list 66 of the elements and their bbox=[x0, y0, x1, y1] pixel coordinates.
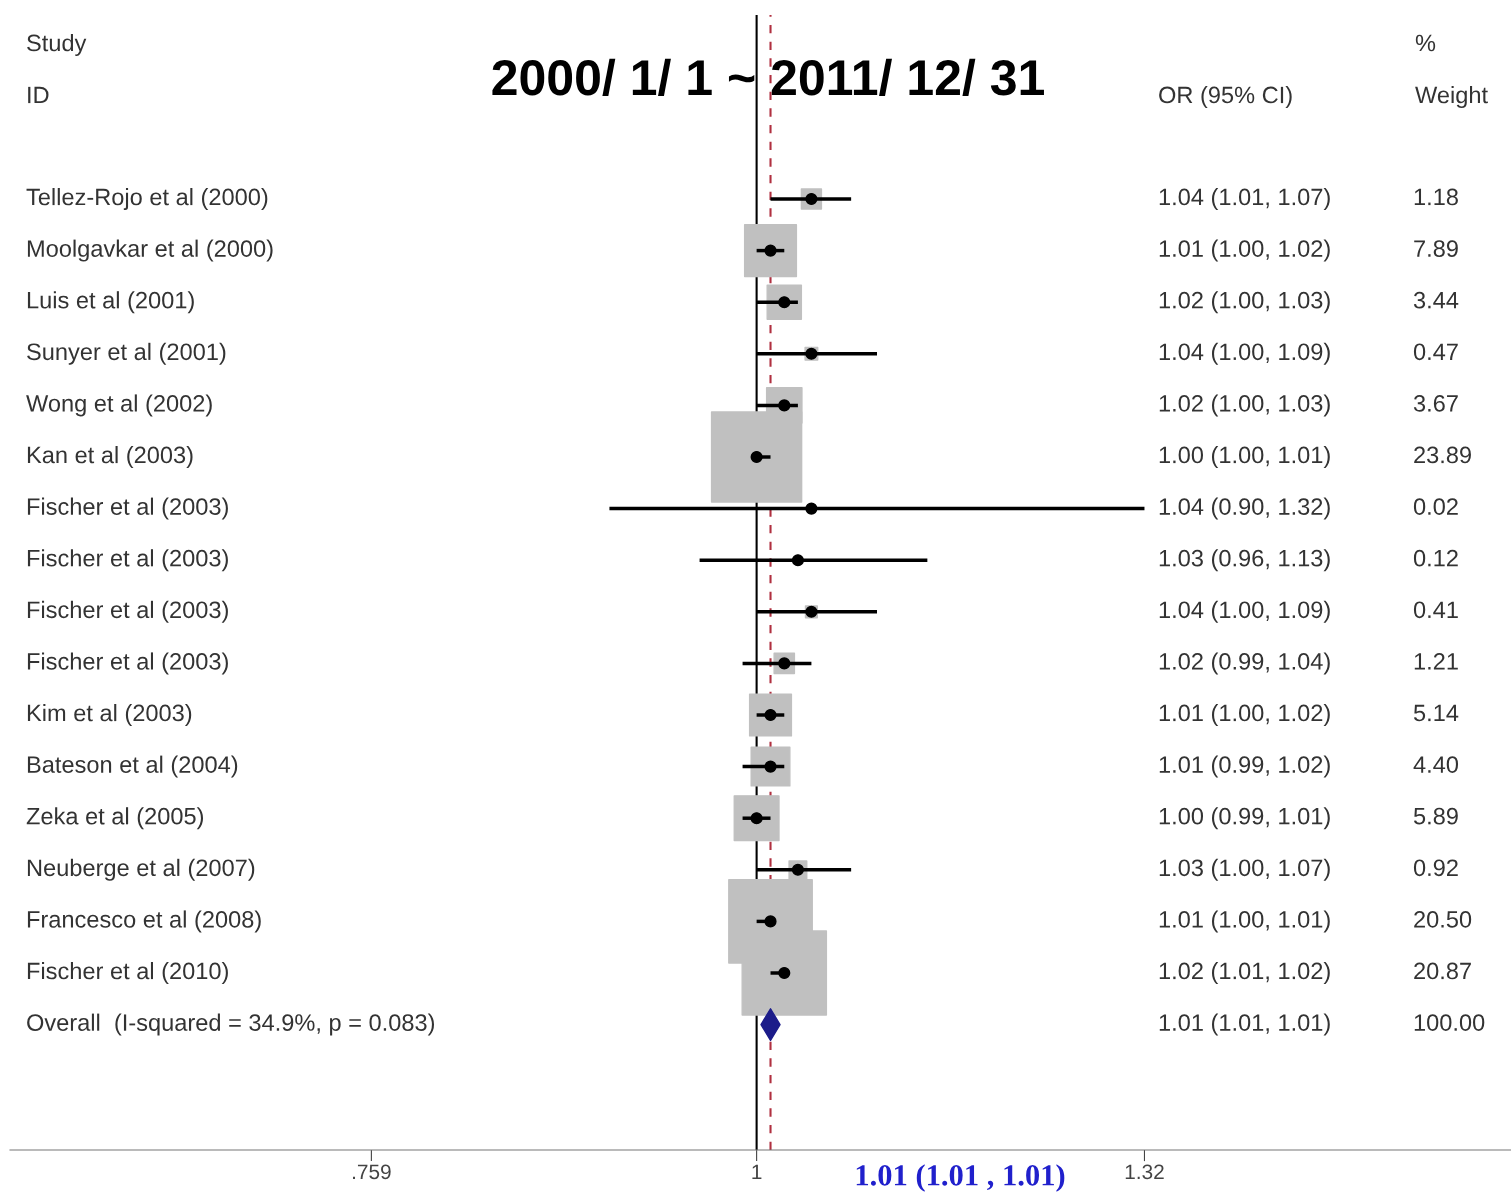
annotation: 3.44 bbox=[1413, 291, 1459, 309]
y-tick-label: Sunyer et al (2001) bbox=[27, 342, 226, 365]
annotation: 3.67 bbox=[1413, 395, 1458, 412]
annotation: 1.04 (1.01, 1.07) bbox=[1159, 188, 1330, 210]
annotation: 0.02 bbox=[1413, 498, 1458, 515]
annotation: 1.00 (1.00, 1.01) bbox=[1159, 445, 1330, 468]
y-tick-label: Fischer et al (2003) bbox=[27, 652, 228, 675]
y-tick-label: Bateson et al (2004) bbox=[27, 755, 238, 778]
text: 1.01 (1.01 , 1.01) bbox=[856, 1164, 1065, 1192]
annotation: 1.01 (0.99, 1.02) bbox=[1159, 755, 1330, 778]
text: ID bbox=[28, 86, 49, 104]
y-tick-label: Zeka et al (2005) bbox=[26, 807, 204, 830]
annotation: 1.03 (1.00, 1.07) bbox=[1159, 858, 1330, 881]
point bbox=[750, 450, 763, 464]
point bbox=[764, 244, 777, 257]
annotation: 1.00 (0.99, 1.01) bbox=[1159, 807, 1330, 830]
annotation: 0.12 bbox=[1413, 549, 1458, 567]
y-tick-label: Fischer et al (2003) bbox=[27, 497, 228, 520]
y-tick-label: Fischer et al (2003) bbox=[27, 600, 228, 623]
point bbox=[805, 502, 818, 515]
annotation: 20.50 bbox=[1414, 911, 1472, 928]
y-tick-label: Wong et al (2002) bbox=[26, 394, 212, 417]
y-tick-label: Moolgavkar et al (2000) bbox=[27, 239, 273, 262]
annotation: 1.03 (0.96, 1.13) bbox=[1159, 549, 1330, 572]
annotation: 0.47 bbox=[1413, 343, 1458, 361]
annotation: 23.89 bbox=[1414, 446, 1471, 464]
text: % bbox=[1415, 34, 1436, 52]
annotation: 1.02 (1.00, 1.03) bbox=[1159, 291, 1330, 314]
annotation: 1.01 (1.01, 1.01) bbox=[1159, 1013, 1330, 1036]
annotation: 1.01 (1.00, 1.01) bbox=[1159, 910, 1330, 933]
annotation: 5.14 bbox=[1413, 704, 1459, 722]
text: Study bbox=[27, 34, 87, 57]
y-tick-label: Luis et al (2001) bbox=[27, 291, 194, 314]
y-tick-label: Tellez-Rojo et al (2000) bbox=[26, 188, 268, 210]
y-tick-label: Fischer et al (2003) bbox=[27, 549, 228, 572]
annotation: 1.04 (0.90, 1.32) bbox=[1159, 497, 1330, 520]
x-tick-label: .759 bbox=[353, 1164, 391, 1180]
annotation: 7.89 bbox=[1414, 240, 1458, 257]
y-tick-label: Neuberge et al (2007) bbox=[27, 858, 255, 881]
point bbox=[778, 966, 791, 980]
annotation: 0.92 bbox=[1413, 859, 1458, 877]
annotation: 1.01 (1.00, 1.02) bbox=[1159, 703, 1330, 726]
y-tick-label: Kim et al (2003) bbox=[27, 703, 192, 726]
y-tick-label: Francesco et al (2008) bbox=[27, 910, 261, 933]
annotation: 0.41 bbox=[1413, 601, 1458, 619]
x-tick-label: 1.32 bbox=[1125, 1164, 1164, 1180]
annotation: 1.02 (1.00, 1.03) bbox=[1159, 394, 1330, 417]
annotation: 1.21 bbox=[1414, 653, 1458, 670]
y-tick-label: Fischer et al (2010) bbox=[27, 961, 228, 984]
annotation: 1.18 bbox=[1414, 188, 1458, 206]
y-tick-label: Kan et al (2003) bbox=[27, 445, 193, 468]
annotation: 20.87 bbox=[1414, 962, 1471, 980]
annotation: 100.00 bbox=[1414, 1014, 1485, 1031]
annotation: 1.01 (1.00, 1.02) bbox=[1159, 239, 1330, 262]
annotation: 1.02 (0.99, 1.04) bbox=[1159, 652, 1330, 675]
chart-title: 2000/ 1/ 1 ~ 2011/ 12/ 31 bbox=[492, 58, 1044, 96]
annotation: 1.02 (1.01, 1.02) bbox=[1159, 961, 1330, 984]
point bbox=[764, 915, 777, 928]
annotation: 1.04 (1.00, 1.09) bbox=[1159, 600, 1330, 623]
text: Weight bbox=[1415, 86, 1488, 109]
annotation: 1.04 (1.00, 1.09) bbox=[1159, 342, 1330, 365]
text: OR (95% CI) bbox=[1159, 86, 1292, 108]
y-tick-label: Overall (I-squared = 34.9%, p = 0.083) bbox=[27, 1013, 435, 1036]
x-tick-label: 1 bbox=[752, 1164, 762, 1179]
annotation: 4.40 bbox=[1413, 756, 1459, 773]
annotation: 5.89 bbox=[1413, 807, 1458, 825]
